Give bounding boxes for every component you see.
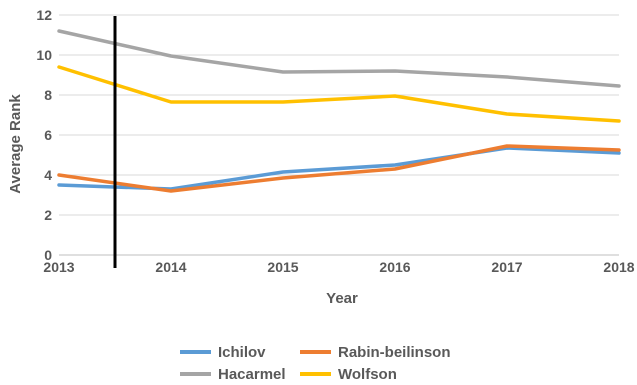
series-line-hacarmel	[57, 29, 621, 88]
legend-label-ichilov: Ichilov	[218, 344, 266, 361]
x-tick-label: 2017	[491, 259, 522, 275]
x-tick-label: 2016	[379, 259, 410, 275]
series-line-rabin-beilinson	[57, 144, 621, 193]
y-tick-label: 12	[36, 7, 52, 23]
x-tick-label: 2015	[267, 259, 298, 275]
legend-label-rabin-beilinson: Rabin-beilinson	[338, 344, 451, 361]
y-tick-label: 4	[44, 167, 52, 183]
x-axis-ticks: 2013 2014 2015 2016 2017 2018	[43, 259, 634, 275]
series-lines	[57, 29, 621, 193]
x-tick-label: 2018	[603, 259, 634, 275]
y-axis-title: Average Rank	[7, 94, 24, 194]
x-tick-label: 2014	[155, 259, 186, 275]
x-tick-label: 2013	[43, 259, 74, 275]
y-axis-ticks: 0 2 4 6 8 10 12	[36, 7, 52, 263]
legend-label-hacarmel: Hacarmel	[218, 366, 286, 383]
legend: Ichilov Rabin-beilinson Hacarmel Wolfson	[180, 344, 451, 383]
legend-label-wolfson: Wolfson	[338, 366, 397, 383]
series-line-wolfson	[57, 65, 621, 123]
y-tick-label: 10	[36, 47, 52, 63]
series-line-ichilov	[57, 146, 621, 191]
y-tick-label: 6	[44, 127, 52, 143]
x-axis-title: Year	[326, 290, 358, 307]
y-tick-label: 2	[44, 207, 52, 223]
y-tick-label: 0	[44, 247, 52, 263]
y-tick-label: 8	[44, 87, 52, 103]
